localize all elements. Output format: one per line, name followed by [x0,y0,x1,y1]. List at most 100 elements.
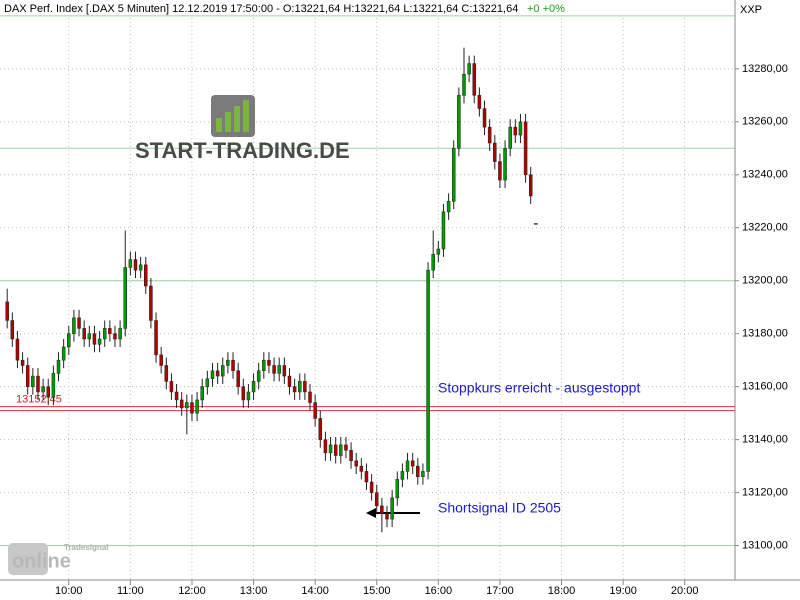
candle-body [51,373,56,398]
candle-body [374,492,379,507]
candle-body [457,95,461,149]
candle-body [5,301,9,321]
watermark: Tradesignal online [8,543,108,575]
watermark-brand: Tradesignal [64,543,108,552]
candle-body [359,465,364,472]
candle-body [262,359,266,372]
x-tick-label: 16:00 [425,585,453,597]
watermark-icon [8,543,48,575]
candle-body [477,95,482,109]
candle-body [528,174,533,197]
x-tick-label: 17:00 [486,585,514,597]
candle-body [462,73,466,96]
candle-body [303,381,307,393]
logo-text: START-TRADING.DE [135,138,350,163]
candle-body [113,333,117,340]
candle-body [138,264,143,271]
candle-body [487,126,492,144]
candle-body [493,142,497,162]
candle-body [31,375,35,387]
change: +0 +0% [527,3,565,15]
candle-body [385,513,389,520]
y-tick-label: 13220,00 [742,222,788,234]
candle-body [200,386,204,401]
chart-title: DAX Perf. Index [.DAX 5 Minuten] 12.12.2… [4,3,518,15]
candle-body [508,126,512,149]
symbol: XXP [740,4,762,16]
logo: START-TRADING.DE [135,95,350,163]
candle-body [61,346,66,361]
candle-body [10,320,15,340]
x-tick-label: 20:00 [671,585,699,597]
candle-body [154,320,158,356]
candle-body [87,333,92,340]
x-tick-label: 13:00 [240,585,268,597]
candle-body [534,223,538,225]
candle-body [472,63,477,96]
candle-body [195,399,199,414]
candle-body [339,444,343,456]
candle-body [231,359,235,372]
candle-body [523,121,528,176]
x-tick-label: 10:00 [55,585,83,597]
candle-body [292,386,297,393]
candle-body [133,259,138,271]
stop-label: 13152,45 [16,394,62,406]
candle-body [446,201,451,213]
y-tick-label: 13200,00 [742,275,788,287]
candle-body [349,449,353,462]
candle-body [498,161,502,181]
candle-body [503,148,507,181]
candle-body [518,121,523,136]
x-tick-label: 11:00 [117,585,144,597]
candle-body [205,378,210,387]
candle-body [221,365,225,377]
candle-body [82,328,86,340]
candle-body [267,359,271,366]
y-tick-label: 13280,00 [742,63,788,75]
y-tick-label: 13180,00 [742,328,788,340]
candle-body [236,370,240,387]
candle-body [256,370,261,382]
annotation: Stoppkurs erreicht - ausgestoppt [438,380,640,396]
candle-body [410,460,415,467]
candle-body [369,481,374,493]
candle-body [390,497,394,520]
candle-body [364,471,369,483]
candle-body [354,460,358,467]
candle-body [282,365,287,377]
y-tick-label: 13240,00 [742,169,788,181]
candle-body [482,108,487,128]
y-tick-label: 13160,00 [742,381,788,393]
candle-body [421,471,425,477]
candle-body [513,126,518,136]
candle-body [344,444,348,451]
x-tick-label: 19:00 [609,585,637,597]
candle-body [185,402,189,409]
candle-body [77,317,81,329]
x-tick-label: 12:00 [178,585,206,597]
watermark-product: online [12,550,71,572]
candle-body [20,359,25,366]
candle-body [251,381,256,393]
candle-body [97,338,102,345]
x-tick-label: 18:00 [548,585,576,597]
x-tick-label: 14:00 [301,585,329,597]
candle-body [118,328,122,340]
candle-body [56,359,61,374]
candle-body [297,381,302,393]
candle-body [400,471,405,480]
candle-body [395,479,400,499]
candle-body [405,460,410,472]
candle-body [159,354,163,366]
candle-body [380,505,384,515]
candle-body [277,365,281,374]
candle-body [41,386,45,393]
y-tick-label: 13120,00 [742,487,788,499]
logo-bar [216,118,222,132]
candle-body [287,375,292,387]
candle-body [179,399,184,409]
candle-body [272,365,276,374]
logo-bar [225,112,231,132]
